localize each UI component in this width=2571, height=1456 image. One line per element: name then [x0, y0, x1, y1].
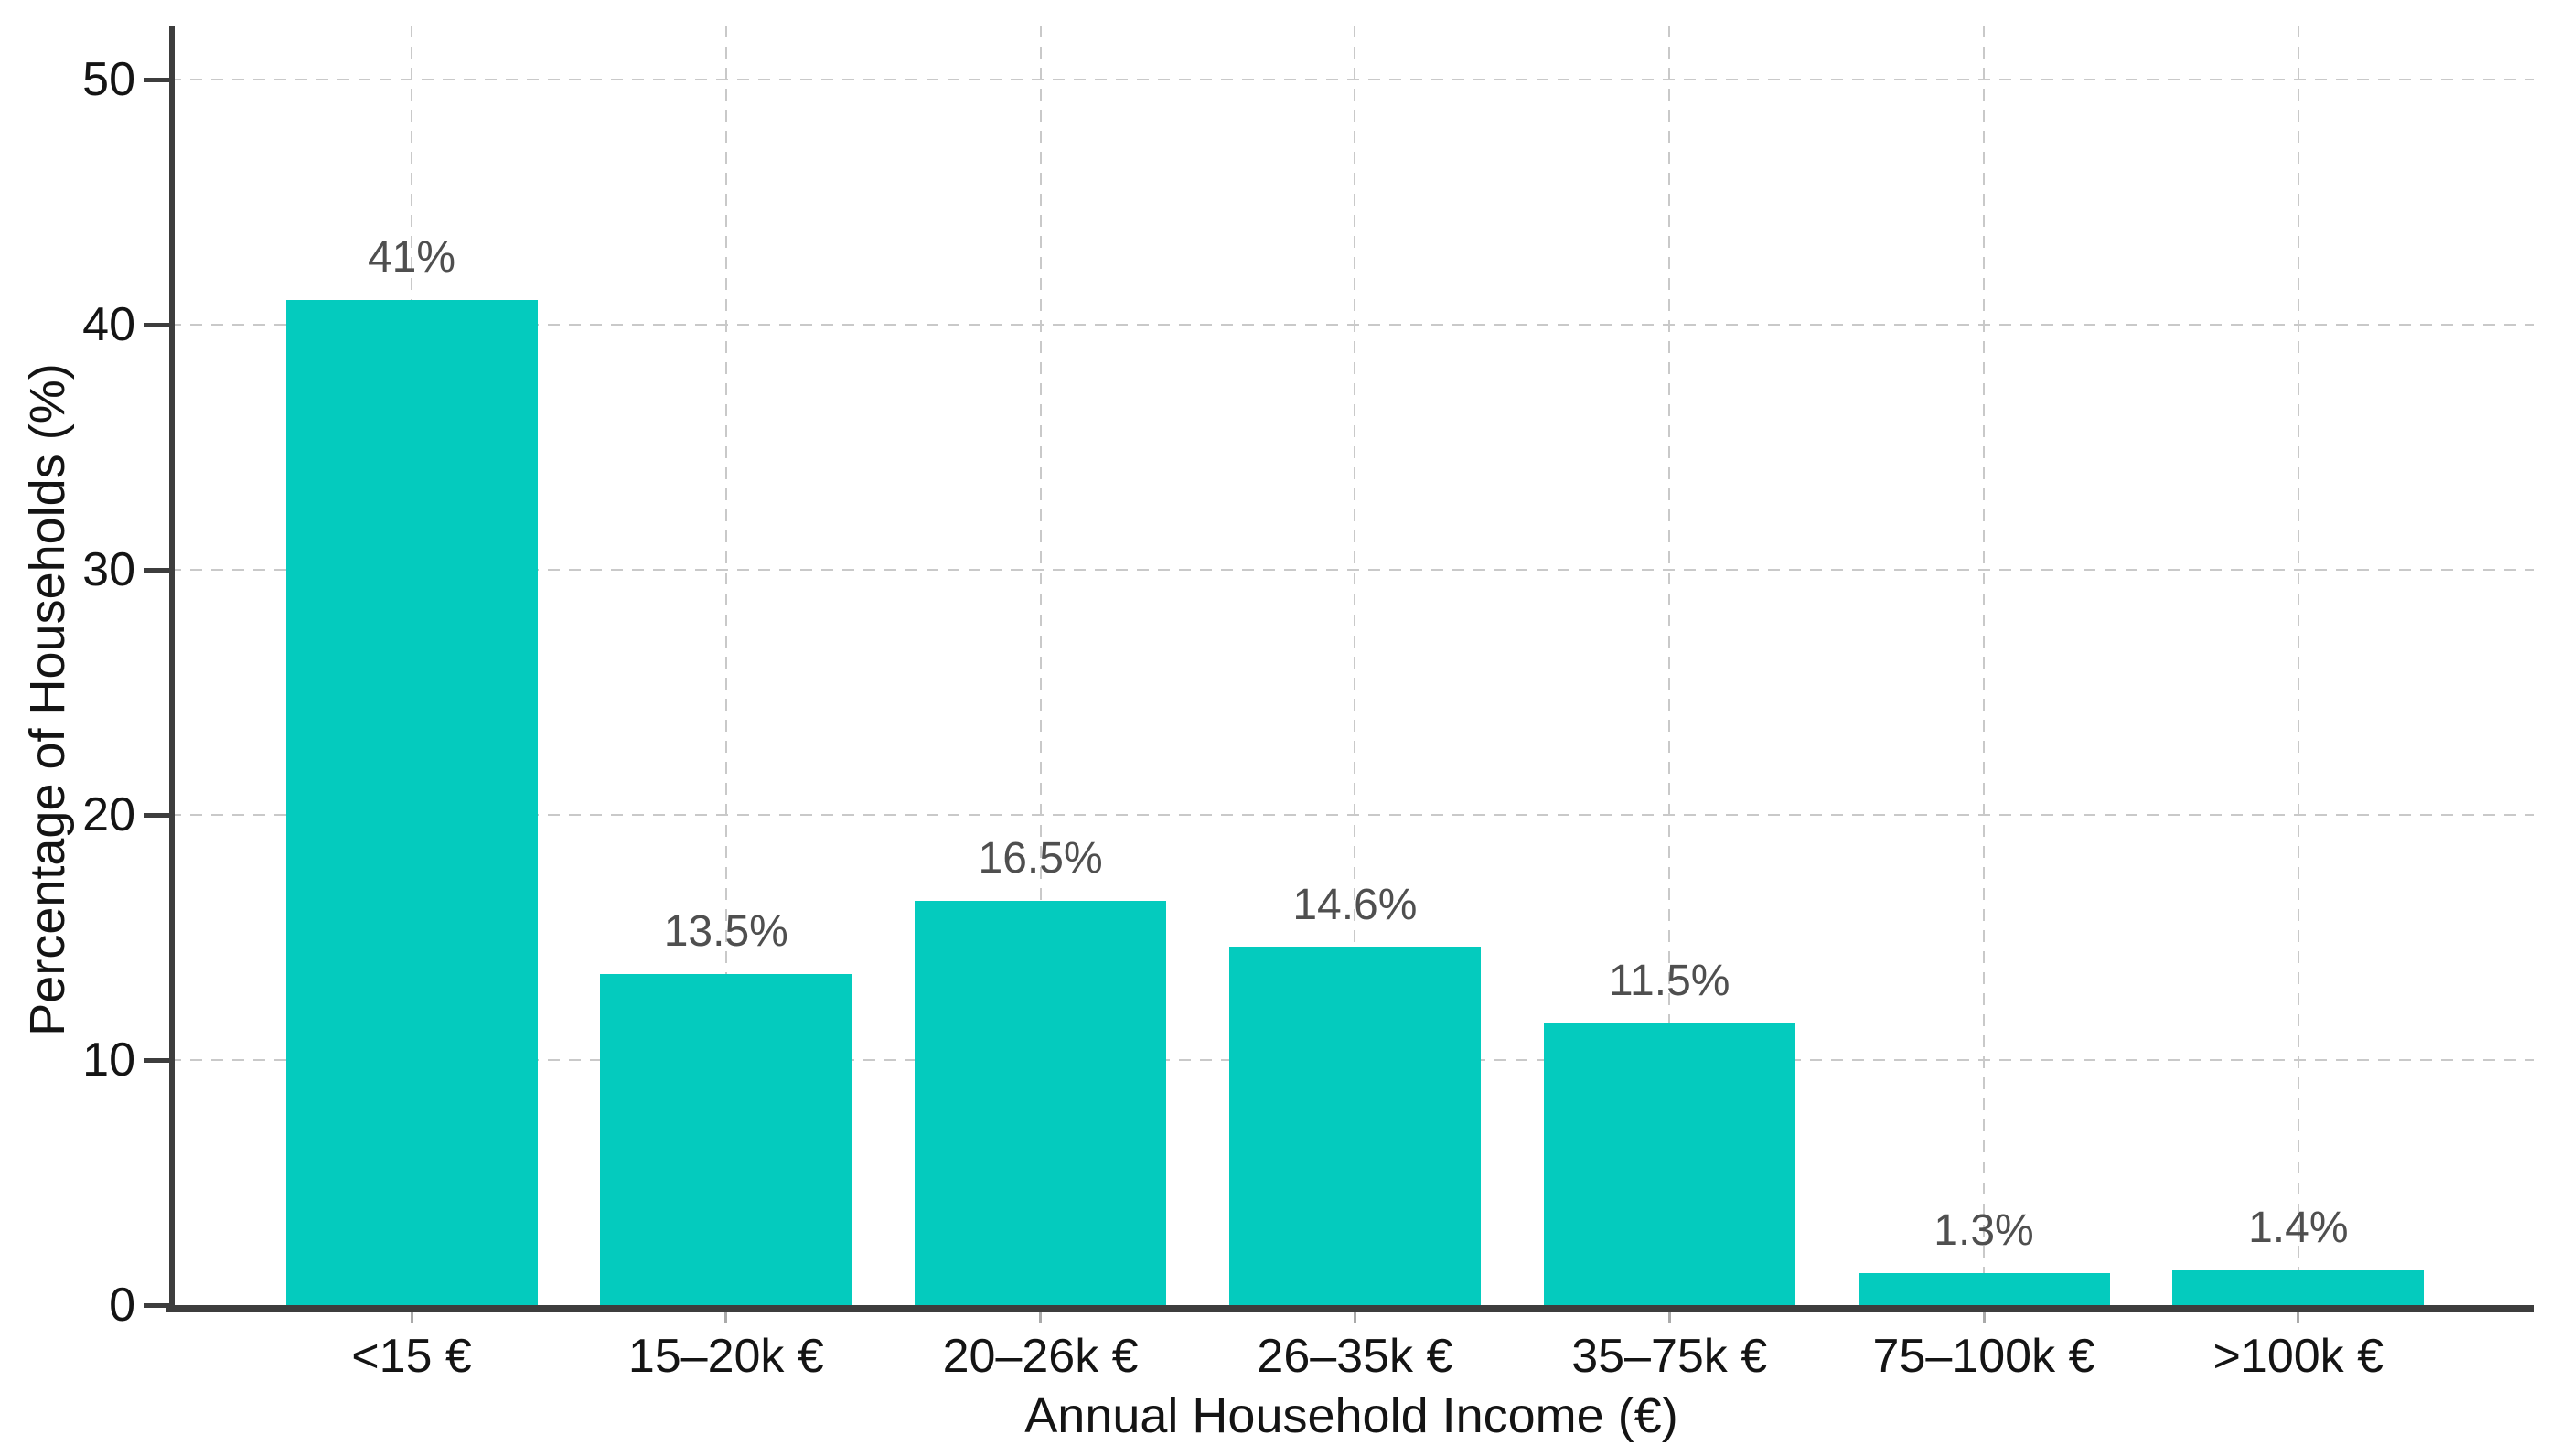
y-axis-tick	[144, 1303, 169, 1308]
y-tick-label: 40	[82, 298, 135, 351]
gridline-horizontal	[169, 569, 2534, 571]
y-axis-tick	[144, 323, 169, 327]
bar-value-label: 14.6%	[1292, 880, 1418, 929]
bar	[2172, 1270, 2425, 1305]
x-axis-tick	[724, 1312, 728, 1323]
gridline-horizontal	[169, 814, 2534, 816]
x-tick-label: 35–75k €	[1571, 1330, 1768, 1383]
x-tick-label: 15–20k €	[627, 1330, 824, 1383]
y-axis-spine	[169, 26, 175, 1312]
bar-value-label: 1.3%	[1934, 1206, 2034, 1256]
bar	[600, 974, 852, 1305]
bar	[915, 900, 1167, 1305]
x-axis-tick	[2297, 1312, 2300, 1323]
x-axis-tick	[1982, 1312, 1986, 1323]
bar-value-label: 13.5%	[663, 907, 788, 957]
x-axis-tick	[1039, 1312, 1043, 1323]
gridline-horizontal	[169, 79, 2534, 80]
x-axis-spine	[166, 1305, 2534, 1312]
bar-value-label: 16.5%	[978, 833, 1103, 883]
x-tick-label: 75–100k €	[1872, 1330, 2095, 1383]
x-tick-label: >100k €	[2212, 1330, 2384, 1383]
gridline-vertical	[1354, 26, 1356, 1305]
x-axis-tick	[1667, 1312, 1671, 1323]
gridline-vertical	[1983, 26, 1985, 1305]
y-axis-tick	[144, 78, 169, 82]
bar-value-label: 1.4%	[2248, 1204, 2349, 1253]
gridline-vertical	[2297, 26, 2299, 1305]
bar	[285, 300, 538, 1305]
y-tick-label: 10	[82, 1033, 135, 1087]
x-axis-tick	[1353, 1312, 1356, 1323]
bar-value-label: 11.5%	[1608, 956, 1730, 1005]
gridline-horizontal	[169, 324, 2534, 326]
bar	[1858, 1273, 2110, 1305]
bar	[1543, 1022, 1795, 1305]
x-tick-label: <15 €	[351, 1330, 472, 1383]
y-axis-tick	[144, 1058, 169, 1063]
gridline-vertical	[1668, 26, 1671, 1305]
y-tick-label: 30	[82, 543, 135, 596]
x-tick-label: 26–35k €	[1257, 1330, 1453, 1383]
x-tick-label: 20–26k €	[942, 1330, 1139, 1383]
y-axis-tick	[144, 813, 169, 818]
x-axis-title: Annual Household Income (€)	[1024, 1388, 1678, 1443]
y-tick-label: 0	[109, 1279, 135, 1332]
y-tick-label: 50	[82, 53, 135, 106]
y-tick-label: 20	[82, 788, 135, 841]
gridline-vertical	[724, 26, 727, 1305]
bar-value-label: 41%	[367, 233, 456, 283]
bar	[1228, 947, 1481, 1305]
gridline-vertical	[1039, 26, 1042, 1305]
x-axis-tick	[410, 1312, 413, 1323]
y-axis-tick	[144, 568, 169, 573]
